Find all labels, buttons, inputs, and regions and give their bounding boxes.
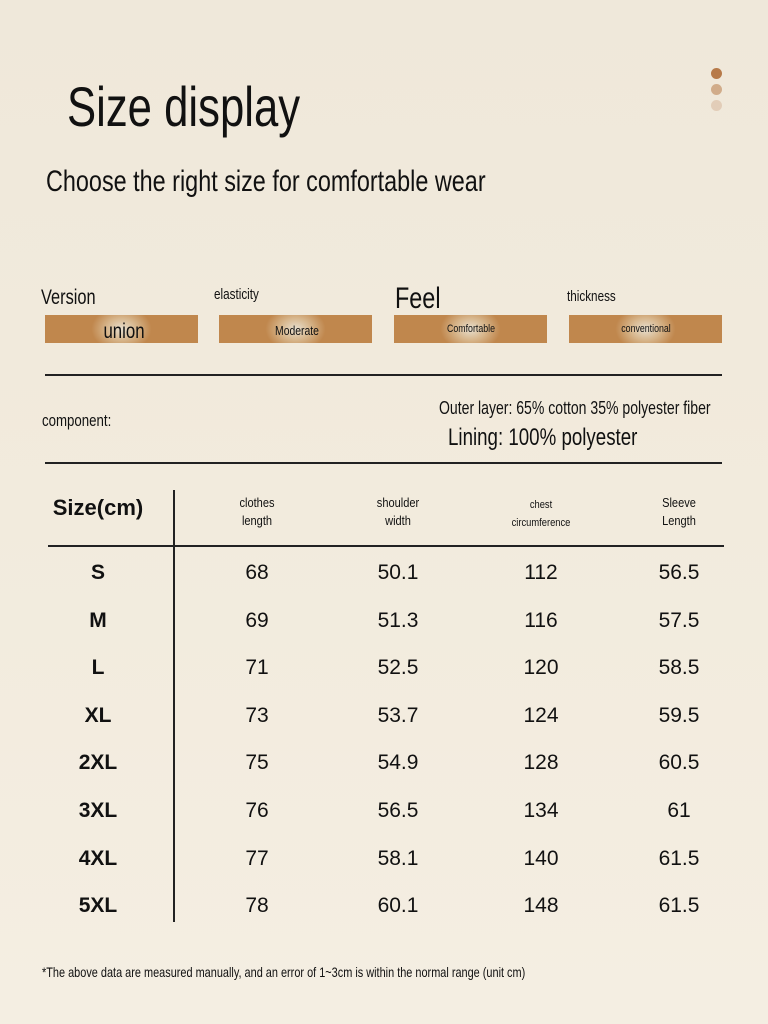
size-label: 5XL: [78, 894, 118, 918]
footnote: *The above data are measured manually, a…: [42, 964, 526, 980]
attribute-bar: [394, 315, 547, 343]
attribute-label: thickness: [567, 288, 616, 305]
table-cell: 71: [245, 656, 269, 680]
attribute-label: elasticity: [214, 286, 259, 303]
table-cell: 60.1: [377, 894, 419, 918]
table-cell: 50.1: [377, 561, 419, 584]
table-cell: 148: [523, 894, 559, 918]
table-cell: 69: [245, 608, 269, 632]
column-header: Size(cm): [52, 495, 144, 520]
attribute-bar: [219, 315, 372, 343]
table-cell: 76: [245, 799, 269, 822]
table-cell: 60.5: [658, 751, 700, 775]
divider: [45, 374, 722, 376]
column-header: clothes length: [239, 495, 275, 528]
attribute-value: Comfortable: [447, 323, 495, 335]
table-cell: 73: [245, 703, 269, 727]
table-cell: 75: [245, 751, 269, 775]
attribute-value: conventional: [621, 323, 671, 335]
dot: [711, 84, 722, 95]
column-header: chest circumference: [511, 499, 571, 529]
size-label: M: [89, 608, 107, 632]
table-cell: 61: [667, 799, 691, 822]
attribute-value: Moderate: [275, 323, 319, 338]
size-label: XL: [84, 703, 112, 727]
divider: [45, 462, 722, 464]
size-label: 2XL: [78, 751, 118, 775]
table-cell: 57.5: [658, 608, 700, 632]
table-cell: 52.5: [377, 656, 419, 680]
attribute-bar: [569, 315, 722, 343]
table-cell: 78: [245, 894, 269, 918]
table-cell: 128: [523, 751, 559, 775]
table-cell: 59.5: [658, 703, 700, 727]
table-cell: 61.5: [658, 846, 700, 870]
table-cell: 68: [245, 561, 269, 584]
column-header: Sleeve Length: [662, 495, 696, 528]
table-cell: 58.5: [658, 656, 700, 680]
title: Size display: [67, 75, 301, 138]
table-vertical-line: [173, 490, 175, 922]
table-cell: 140: [523, 846, 559, 870]
table-cell: 112: [524, 561, 558, 584]
component-label: component:: [42, 411, 112, 430]
table-cell: 53.7: [377, 703, 419, 727]
table-cell: 61.5: [658, 894, 700, 918]
component-line: Outer layer: 65% cotton 35% polyester fi…: [439, 398, 711, 418]
table-cell: 54.9: [377, 751, 419, 775]
table-cell: 116: [524, 608, 558, 632]
table-cell: 56.5: [658, 561, 700, 584]
table-header-line: [48, 545, 724, 547]
component-line: Lining: 100% polyester: [448, 424, 638, 451]
table-cell: 56.5: [377, 799, 419, 822]
dot: [711, 100, 722, 111]
column-header: shoulder width: [376, 495, 420, 528]
size-label: 4XL: [78, 846, 118, 870]
attribute-value: union: [103, 320, 145, 343]
attribute-label: Version: [41, 286, 96, 309]
attribute-label: Feel: [395, 282, 441, 315]
table-cell: 124: [523, 703, 559, 727]
subtitle: Choose the right size for comfortable we…: [46, 165, 486, 198]
attribute-bar: [45, 315, 198, 343]
table-cell: 120: [523, 656, 559, 680]
table-cell: 77: [245, 846, 269, 870]
table-cell: 134: [523, 799, 559, 822]
size-label: L: [91, 656, 105, 680]
dot: [711, 68, 722, 79]
table-cell: 51.3: [377, 608, 419, 632]
size-label: 3XL: [78, 799, 118, 822]
table-cell: 58.1: [377, 846, 419, 870]
size-label: S: [90, 561, 106, 584]
